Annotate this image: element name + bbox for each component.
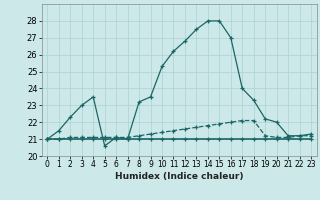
- X-axis label: Humidex (Indice chaleur): Humidex (Indice chaleur): [115, 172, 244, 181]
